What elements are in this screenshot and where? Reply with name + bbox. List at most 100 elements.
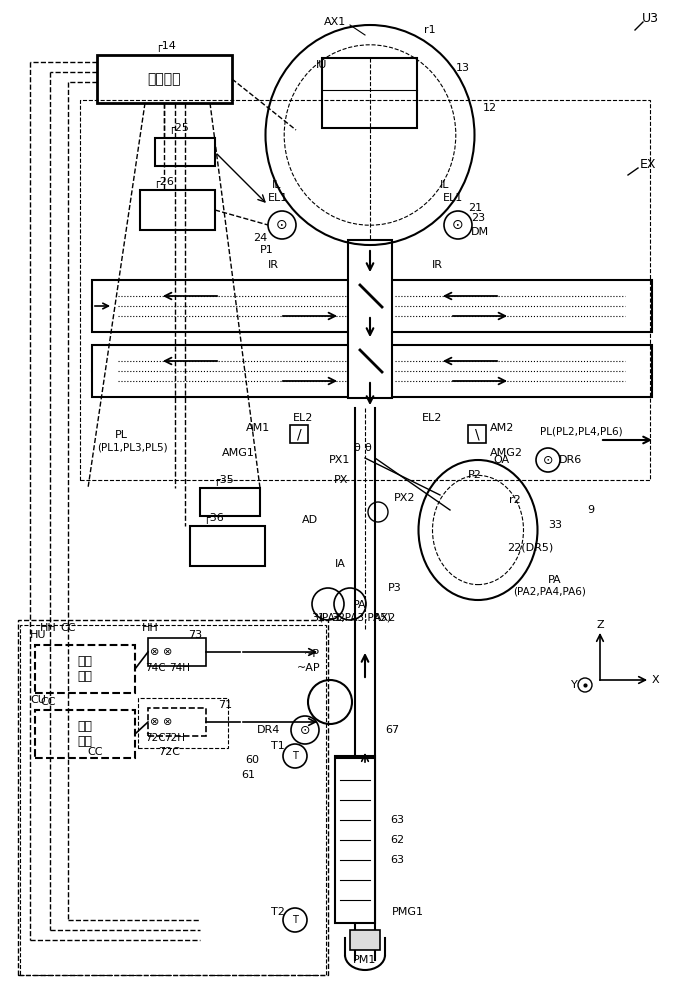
Text: ⊙: ⊙	[453, 218, 464, 232]
Bar	[80, 100, 650, 480]
Text: θ: θ	[353, 443, 360, 453]
Bar	[92, 280, 652, 332]
Text: IR: IR	[268, 260, 279, 270]
Text: P3: P3	[388, 583, 402, 593]
Text: EL2: EL2	[293, 413, 313, 423]
Text: CU: CU	[30, 695, 46, 705]
Bar	[35, 645, 135, 693]
Text: IL: IL	[272, 180, 281, 190]
Text: EL1: EL1	[268, 193, 288, 203]
Bar	[140, 190, 215, 230]
Text: EL2: EL2	[422, 413, 442, 423]
Bar	[335, 758, 375, 923]
Text: 33: 33	[548, 520, 562, 530]
Text: DR4: DR4	[256, 725, 280, 735]
Text: Y: Y	[571, 680, 578, 690]
Text: 63: 63	[390, 855, 404, 865]
Text: ~P: ~P	[304, 649, 320, 659]
Bar	[138, 698, 228, 748]
Text: 21: 21	[468, 203, 482, 213]
Text: CC: CC	[87, 747, 103, 757]
Text: 63: 63	[390, 815, 404, 825]
Text: 72C: 72C	[145, 733, 166, 743]
Text: AX2: AX2	[374, 613, 396, 623]
Text: AMG1: AMG1	[222, 448, 255, 458]
Text: PA: PA	[353, 600, 367, 610]
Bar	[148, 708, 206, 736]
Text: PX2: PX2	[394, 493, 416, 503]
Text: EX: EX	[640, 158, 656, 172]
Text: P2: P2	[468, 470, 482, 480]
Text: CC: CC	[40, 697, 55, 707]
Text: HH: HH	[141, 623, 159, 633]
Bar	[155, 138, 215, 166]
Text: T2: T2	[271, 907, 285, 917]
Text: 72C: 72C	[158, 747, 180, 757]
Text: 72H: 72H	[164, 733, 186, 743]
Text: r1: r1	[424, 25, 436, 35]
Bar	[468, 425, 486, 443]
Text: PMG1: PMG1	[392, 907, 424, 917]
Text: T: T	[292, 751, 298, 761]
Text: AM1: AM1	[246, 423, 270, 433]
Text: \: \	[475, 427, 480, 441]
Text: ~AP: ~AP	[297, 663, 320, 673]
Text: ⊗: ⊗	[150, 717, 159, 727]
Text: 控制裝置: 控制裝置	[147, 72, 181, 86]
Bar	[20, 625, 326, 975]
Text: 60: 60	[245, 755, 259, 765]
Text: AD: AD	[302, 515, 318, 525]
Text: P1: P1	[260, 245, 274, 255]
Text: IU: IU	[316, 60, 328, 70]
Bar	[322, 58, 417, 128]
Text: 23: 23	[471, 213, 485, 223]
Text: ┌36: ┌36	[203, 512, 224, 524]
Text: /: /	[297, 427, 301, 441]
Text: ⊗: ⊗	[164, 717, 173, 727]
Text: PX: PX	[333, 475, 348, 485]
Text: HU: HU	[30, 630, 46, 640]
Text: θ: θ	[365, 443, 371, 453]
Bar	[92, 345, 652, 397]
Bar	[350, 930, 380, 950]
Text: (PA1,PA3,PA5): (PA1,PA3,PA5)	[319, 612, 392, 622]
Text: ⊙: ⊙	[300, 724, 310, 736]
Bar	[148, 638, 206, 666]
Text: PL(PL2,PL4,PL6): PL(PL2,PL4,PL6)	[540, 427, 622, 437]
Text: 74C: 74C	[145, 663, 166, 673]
Text: 62: 62	[390, 835, 404, 845]
Text: ┌14: ┌14	[155, 41, 176, 52]
Text: ┌26: ┌26	[153, 176, 174, 188]
Text: U3: U3	[642, 11, 658, 24]
Text: 71: 71	[218, 700, 232, 710]
Text: (PL1,PL3,PL5): (PL1,PL3,PL5)	[97, 442, 168, 452]
Bar	[18, 620, 328, 975]
Text: 61: 61	[241, 770, 255, 780]
Text: ⊗: ⊗	[150, 647, 159, 657]
Text: 9: 9	[588, 505, 595, 515]
Text: (PA2,PA4,PA6): (PA2,PA4,PA6)	[514, 587, 586, 597]
Bar	[190, 526, 265, 566]
Text: T1: T1	[271, 741, 285, 751]
Text: HH: HH	[40, 623, 56, 633]
Bar	[200, 488, 260, 516]
Text: PA: PA	[548, 575, 562, 585]
Text: ⊙: ⊙	[543, 454, 553, 466]
Text: 67: 67	[385, 725, 399, 735]
Text: AX1: AX1	[324, 17, 346, 27]
Bar	[97, 55, 232, 103]
Bar	[35, 710, 135, 758]
Text: 12: 12	[483, 103, 497, 113]
Text: PM1: PM1	[353, 955, 377, 965]
Text: OA: OA	[493, 455, 509, 465]
Text: ┌35: ┌35	[213, 475, 234, 486]
Text: CC: CC	[60, 623, 76, 633]
Text: DR6: DR6	[559, 455, 581, 465]
Text: ⊙: ⊙	[277, 218, 288, 232]
Text: Z: Z	[596, 620, 604, 630]
Text: IA: IA	[335, 559, 345, 569]
Text: DM: DM	[471, 227, 489, 237]
Text: T: T	[292, 915, 298, 925]
Text: 32: 32	[331, 613, 345, 623]
Text: 31: 31	[311, 613, 325, 623]
